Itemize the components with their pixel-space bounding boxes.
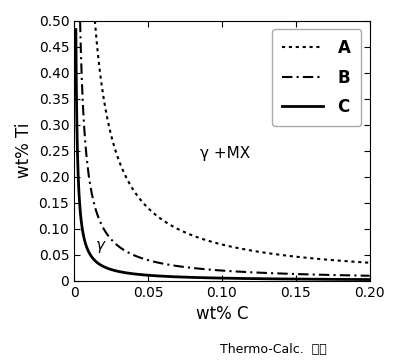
Text: γ +MX: γ +MX [200, 146, 250, 161]
Text: Thermo-Calc.  활용: Thermo-Calc. 활용 [220, 343, 327, 356]
Text: γ: γ [96, 238, 105, 253]
X-axis label: wt% C: wt% C [196, 305, 248, 323]
Y-axis label: wt% Ti: wt% Ti [15, 123, 33, 179]
Legend: $\mathbf{A}$, $\mathbf{B}$, $\mathbf{C}$: $\mathbf{A}$, $\mathbf{B}$, $\mathbf{C}$ [272, 29, 361, 126]
